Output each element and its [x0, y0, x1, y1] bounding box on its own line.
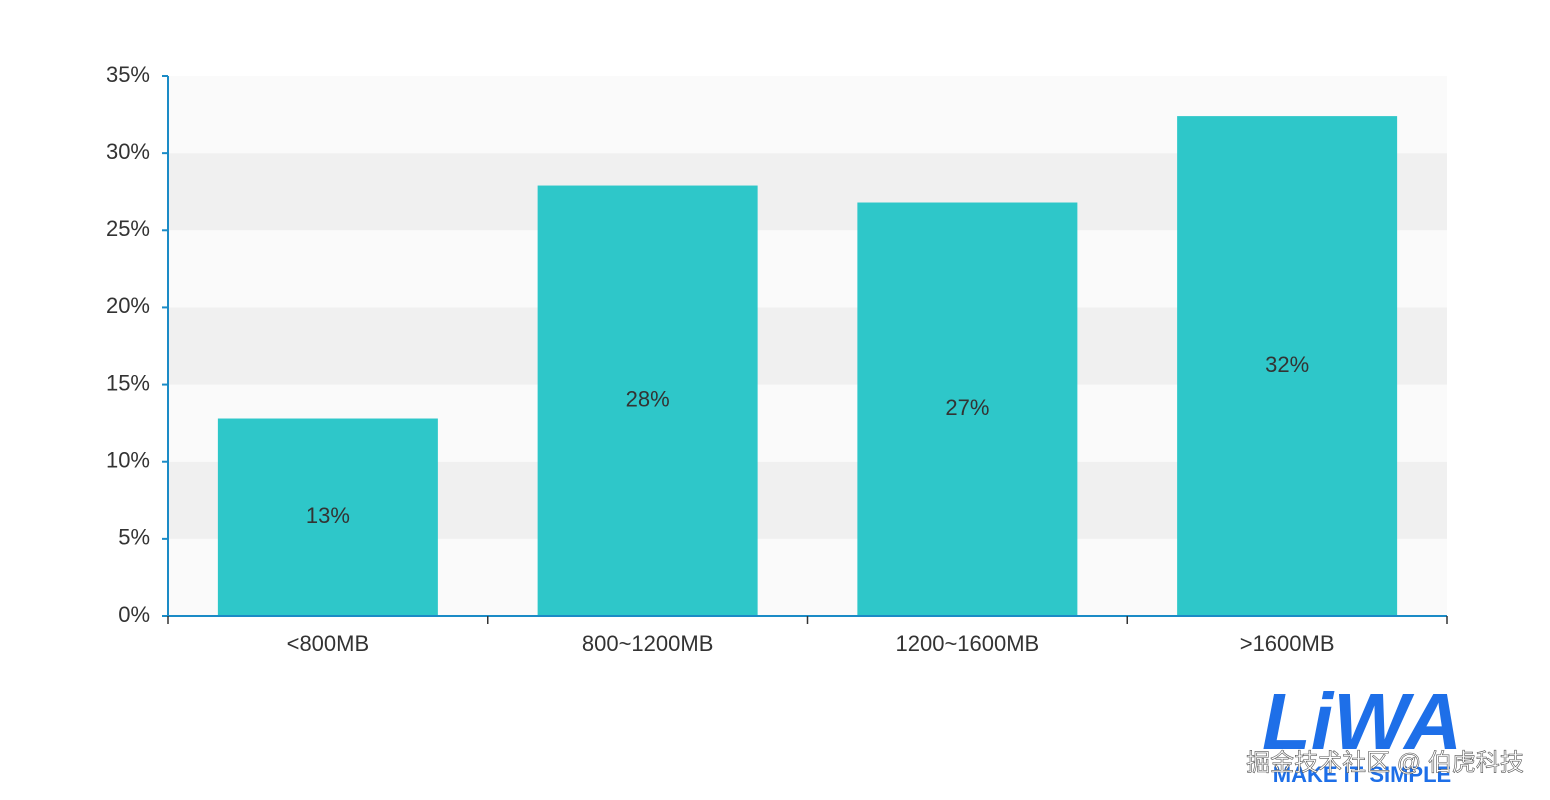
x-tick-label: <800MB [287, 631, 370, 656]
y-tick-label: 30% [106, 139, 150, 164]
x-tick-label: 1200~1600MB [896, 631, 1040, 656]
y-tick-label: 5% [118, 525, 150, 550]
y-tick-label: 0% [118, 602, 150, 627]
watermark-credit: 掘金技术社区 @ 伯虎科技 [1246, 749, 1524, 776]
bar [217, 418, 438, 616]
data-label: 13% [306, 503, 350, 528]
y-tick-label: 25% [106, 216, 150, 241]
y-tick-label: 15% [106, 370, 150, 395]
bar [857, 202, 1078, 616]
data-label: 32% [1265, 352, 1309, 377]
bar [1177, 116, 1398, 616]
y-tick-label: 10% [106, 448, 150, 473]
data-label: 27% [945, 395, 989, 420]
x-tick-label: >1600MB [1240, 631, 1335, 656]
data-label: 28% [626, 387, 670, 412]
bar [537, 185, 758, 617]
x-tick-label: 800~1200MB [582, 631, 714, 656]
watermark-logo: LiWA [1262, 677, 1462, 766]
y-tick-label: 20% [106, 293, 150, 318]
y-tick-label: 35% [106, 62, 150, 87]
watermark-tagline: MAKE IT SIMPLE [1273, 762, 1451, 787]
